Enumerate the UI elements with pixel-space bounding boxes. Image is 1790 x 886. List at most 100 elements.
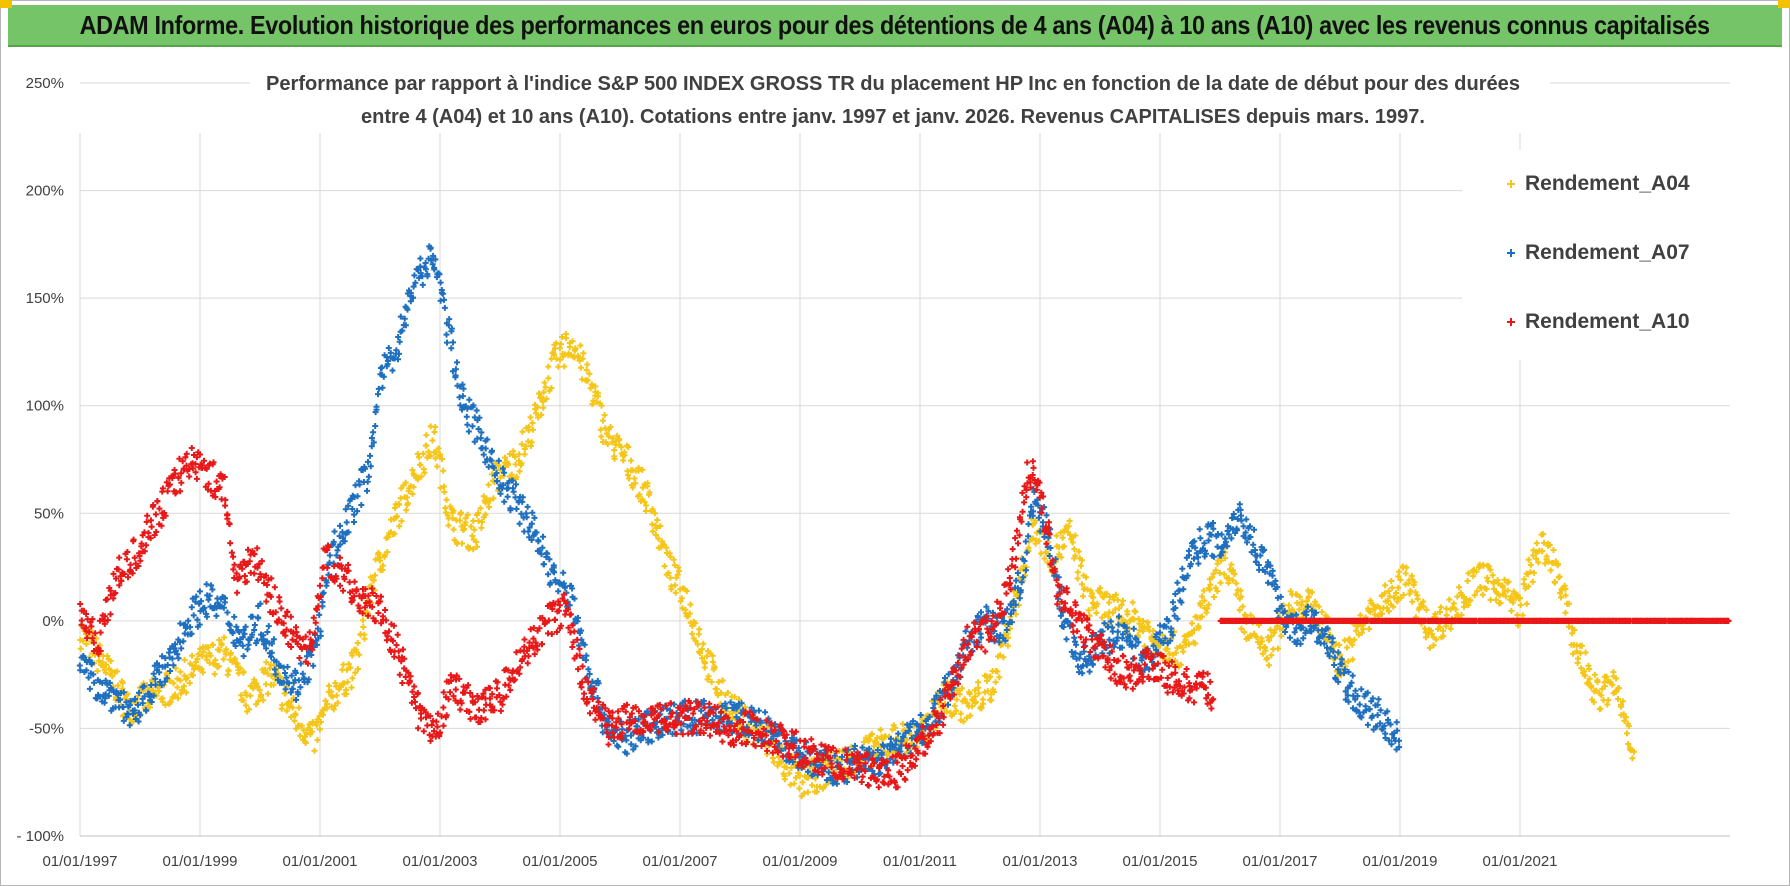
series-2-point bbox=[415, 725, 422, 732]
series-1-point bbox=[1197, 535, 1204, 542]
series-0-point bbox=[311, 747, 318, 754]
series-2-point bbox=[913, 756, 920, 763]
series-0-point bbox=[543, 395, 550, 402]
series-0-point bbox=[508, 471, 515, 478]
series-1-point bbox=[1364, 721, 1371, 728]
series-0-point bbox=[381, 553, 388, 560]
series-0-point bbox=[200, 648, 207, 655]
series-0-point bbox=[254, 684, 261, 691]
series-0-point bbox=[975, 679, 982, 686]
series-0-point bbox=[1211, 594, 1217, 600]
series-2-point bbox=[188, 445, 195, 451]
series-0-point bbox=[649, 528, 656, 535]
series-1-point bbox=[482, 445, 489, 452]
series-0-point bbox=[877, 726, 884, 733]
series-0-point bbox=[352, 646, 359, 653]
series-0-point bbox=[384, 549, 391, 555]
series-1-point bbox=[1130, 625, 1137, 632]
series-0-point bbox=[247, 692, 254, 699]
series-1-point bbox=[310, 662, 317, 669]
series-0-point bbox=[211, 671, 218, 678]
series-0-point bbox=[323, 705, 330, 712]
series-0-point bbox=[671, 562, 678, 569]
series-0-point bbox=[538, 393, 544, 400]
series-0-point bbox=[186, 680, 193, 686]
series-0-point bbox=[456, 517, 463, 524]
series-0-point bbox=[429, 437, 436, 444]
series-1-point bbox=[1287, 634, 1293, 641]
series-0-point bbox=[682, 606, 689, 613]
series-2-point bbox=[764, 747, 771, 754]
series-0-point bbox=[159, 695, 166, 702]
series-0-point bbox=[279, 702, 286, 709]
series-0-point bbox=[533, 410, 540, 417]
series-0-point bbox=[435, 445, 442, 452]
series-0-point bbox=[333, 692, 340, 699]
series-0-point bbox=[529, 420, 536, 426]
series-0-point bbox=[220, 656, 227, 663]
series-0-point bbox=[181, 656, 188, 663]
series-0-point bbox=[649, 506, 656, 513]
series-0-point bbox=[77, 645, 84, 652]
series-0-point bbox=[1129, 599, 1136, 606]
series-0-point bbox=[540, 404, 547, 411]
series-0-point bbox=[344, 679, 351, 686]
series-0-point bbox=[1285, 602, 1292, 609]
x-tick-label: 01/01/2021 bbox=[1482, 853, 1557, 870]
series-1-point bbox=[213, 612, 220, 619]
series-0-point bbox=[471, 526, 478, 533]
series-0-point bbox=[513, 473, 520, 480]
series-1-point bbox=[351, 519, 357, 525]
series-0-point bbox=[209, 641, 216, 648]
series-1-point bbox=[1375, 696, 1382, 703]
series-2-point bbox=[587, 710, 593, 717]
series-0-point bbox=[1508, 607, 1515, 614]
series-0-point bbox=[124, 690, 131, 697]
series-1-point bbox=[395, 356, 401, 363]
series-2-point bbox=[1119, 652, 1126, 659]
series-1-point bbox=[251, 622, 258, 628]
series-2-point bbox=[351, 578, 358, 585]
series-0-point bbox=[639, 466, 646, 473]
series-0-point bbox=[221, 634, 228, 641]
series-1-point bbox=[531, 514, 538, 521]
series-1-point bbox=[465, 428, 472, 435]
series-0-point bbox=[583, 367, 590, 373]
series-2-point bbox=[213, 478, 220, 485]
series-0-point bbox=[316, 726, 323, 733]
series-2-point bbox=[707, 732, 714, 739]
series-2-point bbox=[605, 741, 612, 748]
series-0-point bbox=[540, 389, 547, 396]
series-0-point bbox=[618, 444, 625, 451]
series-0-point bbox=[592, 383, 599, 390]
series-0-point bbox=[420, 450, 427, 457]
series-0-point bbox=[1582, 649, 1589, 656]
series-0-point bbox=[194, 656, 201, 663]
series-0-point bbox=[303, 730, 310, 737]
series-1-point bbox=[978, 609, 984, 616]
series-0-point bbox=[316, 713, 323, 720]
series-0-point bbox=[1487, 596, 1494, 603]
series-0-point bbox=[396, 501, 403, 508]
series-1-point bbox=[190, 612, 197, 619]
series-0-point bbox=[181, 683, 187, 690]
series-0-point bbox=[598, 402, 605, 409]
series-2-point bbox=[904, 767, 911, 774]
series-0-point bbox=[445, 522, 452, 529]
series-2-point bbox=[375, 610, 382, 616]
series-0-point bbox=[349, 675, 356, 682]
series-0-point bbox=[528, 439, 535, 446]
series-1-point bbox=[437, 279, 444, 286]
series-0-point bbox=[604, 441, 611, 448]
series-0-point bbox=[417, 461, 424, 468]
series-0-point bbox=[403, 507, 410, 514]
series-0-point bbox=[538, 411, 545, 418]
series-0-point bbox=[306, 725, 313, 732]
series-0-point bbox=[572, 346, 579, 353]
series-2-point bbox=[324, 564, 331, 571]
series-1-point bbox=[1356, 701, 1363, 708]
series-0-point bbox=[1585, 662, 1592, 669]
series-2-point bbox=[480, 707, 487, 714]
series-1-point bbox=[240, 653, 247, 660]
series-1-point bbox=[463, 413, 470, 420]
